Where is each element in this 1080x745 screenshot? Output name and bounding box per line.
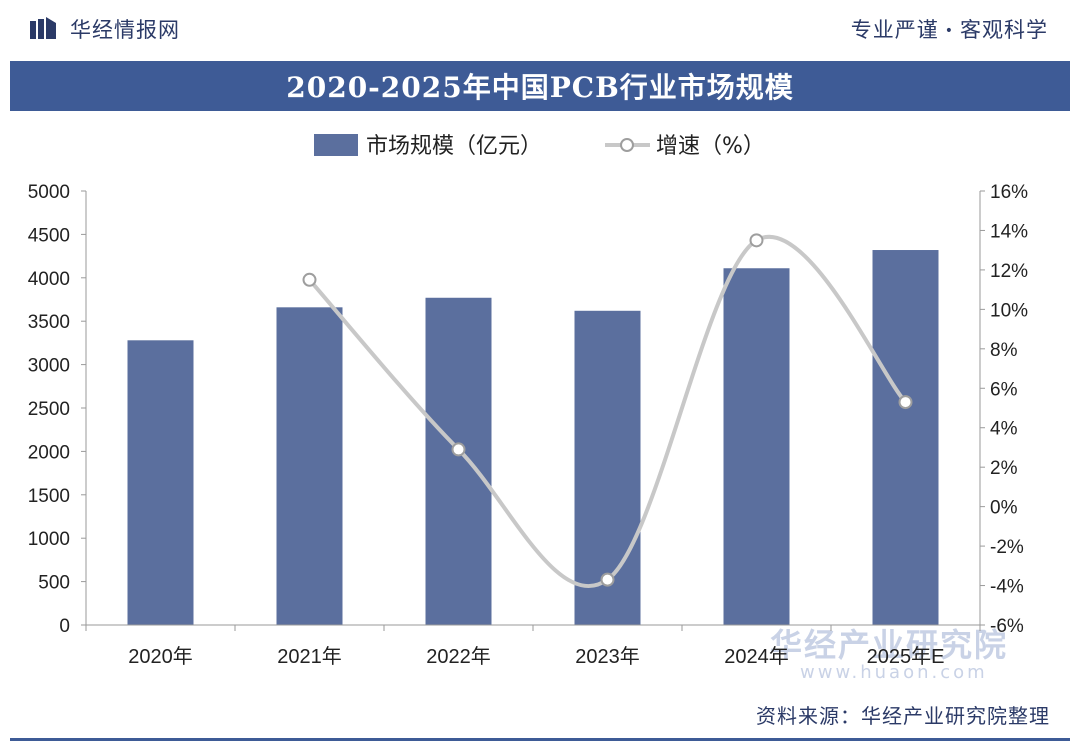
y-left-tick-label: 4500 — [28, 225, 70, 246]
y-right-tick-label: 0% — [990, 498, 1018, 519]
growth-point — [302, 272, 317, 287]
y-left-tick-label: 5000 — [28, 182, 70, 203]
x-tick-label: 2020年 — [128, 645, 193, 668]
bar-2025年E — [872, 250, 939, 626]
y-right-tick-label: -4% — [990, 577, 1024, 598]
growth-point — [898, 395, 913, 410]
top-bar: 华经情报网 专业严谨 • 客观科学 — [0, 0, 1080, 58]
growth-point — [749, 233, 764, 248]
bar-2022年 — [425, 297, 492, 625]
slogan-dot: • — [944, 23, 954, 39]
bars — [127, 250, 939, 626]
y-right-tick-label: 14% — [990, 221, 1028, 242]
chart-area: 市场规模（亿元） 增速（%） 0 500 1000 1500 2000 2500 3000 35… — [28, 134, 1028, 668]
y-right-tick-label: 8% — [990, 340, 1018, 361]
y-right-tick-label: -6% — [990, 616, 1024, 637]
brand: 华经情报网 — [30, 14, 180, 44]
slogan-right: 客观科学 — [960, 18, 1048, 42]
y-right-tick-label: 12% — [990, 261, 1028, 282]
legend-bar-label: 市场规模（亿元） — [366, 134, 542, 159]
y-left-tick-label: 3000 — [28, 356, 70, 377]
growth-line — [302, 233, 913, 589]
y-left-tick-label: 1500 — [28, 486, 70, 507]
y-left-tick-label: 4000 — [28, 269, 70, 290]
legend-line-label: 增速（%） — [656, 134, 765, 159]
slogan-left: 专业严谨 — [850, 18, 939, 42]
brand-name: 华经情报网 — [70, 18, 180, 42]
y-right-tick-label: 10% — [990, 300, 1028, 321]
x-tick-label: 2021年 — [277, 645, 342, 668]
bar-2021年 — [276, 307, 343, 625]
slogan: 专业严谨 • 客观科学 — [851, 14, 1048, 44]
legend-bar-swatch — [314, 134, 358, 156]
x-tick-label: 2025年E — [867, 645, 945, 668]
y-right-tick-label: 16% — [990, 182, 1028, 203]
axes: 0 500 1000 1500 2000 2500 3000 3500 4000 4500 5000… — [28, 182, 1028, 668]
y-left-tick-label: 0 — [59, 616, 70, 637]
y-right-tick-label: -2% — [990, 537, 1024, 558]
legend: 市场规模（亿元） 增速（%） — [314, 134, 765, 159]
bar-2020年 — [127, 340, 194, 625]
title-bar: 2020-2025年中国PCB行业市场规模 — [10, 61, 1070, 111]
legend-line-marker — [620, 138, 634, 152]
x-tick-label: 2024年 — [724, 645, 789, 668]
chart-title: 2020-2025年中国PCB行业市场规模 — [286, 71, 794, 104]
source-note: 资料来源：华经产业研究院整理 — [756, 704, 1050, 728]
footer-rule — [10, 738, 1070, 741]
y-left-tick-label: 3500 — [28, 312, 70, 333]
watermark-url: www.huaon.com — [800, 662, 988, 683]
y-right-tick-label: 4% — [990, 419, 1018, 440]
y-left-tick-label: 1000 — [28, 529, 70, 550]
y-right-tick-label: 2% — [990, 458, 1018, 479]
y-left-tick-label: 500 — [38, 573, 70, 594]
watermark-name: 华经产业研究院 — [770, 626, 1009, 664]
y-left-tick-label: 2500 — [28, 399, 70, 420]
growth-line-path — [307, 235, 907, 589]
brand-logo-icon — [30, 17, 56, 39]
y-left-tick-label: 2000 — [28, 442, 70, 463]
x-tick-label: 2022年 — [426, 645, 491, 668]
growth-point — [600, 572, 615, 587]
growth-point — [451, 442, 466, 457]
y-right-tick-label: 6% — [990, 379, 1018, 400]
bar-2024年 — [723, 268, 790, 625]
x-tick-label: 2023年 — [575, 645, 640, 668]
